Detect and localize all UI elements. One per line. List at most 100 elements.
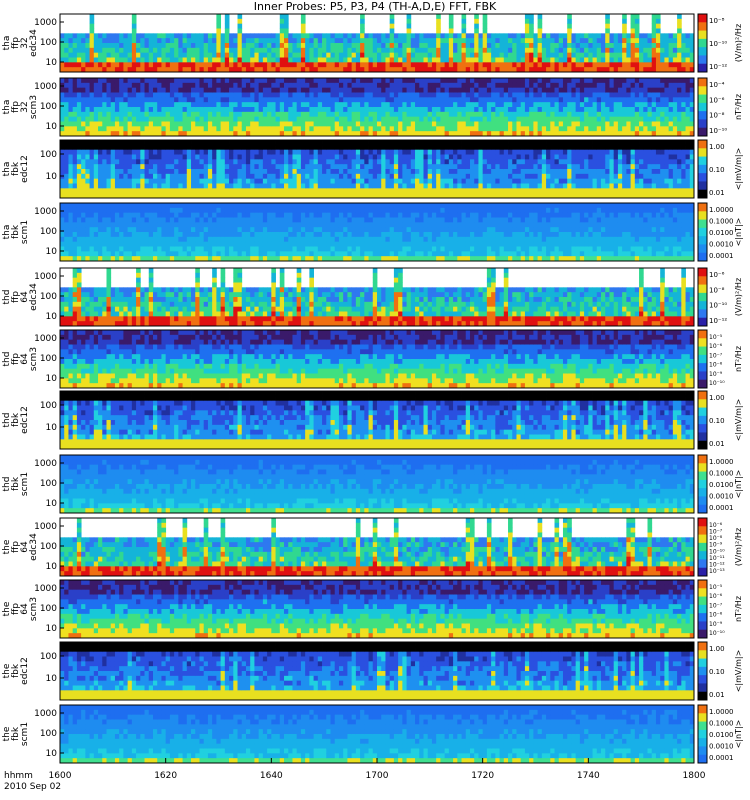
heatmap-cell [292,82,298,89]
heatmap-cell [444,188,450,194]
heatmap-cell [516,126,522,132]
heatmap-cell [157,173,162,180]
heatmap-cell [558,43,564,49]
heatmap-cell [419,183,424,189]
heatmap-cell [448,154,454,160]
heatmap-cell [520,131,526,137]
heatmap-cell [93,87,99,93]
heatmap-cell [288,92,293,98]
heatmap-cell [406,18,412,25]
heatmap-cell [292,43,298,49]
heatmap-cell [254,126,260,132]
heatmap-cell [495,144,500,151]
heatmap-cell [258,92,264,98]
heatmap-cell [448,107,454,113]
heatmap-cell [601,102,606,108]
heatmap-cell [237,67,243,73]
heatmap-cell [592,97,598,103]
heatmap-cell [229,121,234,127]
heatmap-cell [626,144,631,151]
y-axis-label: tha [2,100,12,115]
heatmap-cell [562,33,568,39]
heatmap-cell [267,62,272,68]
heatmap-cell [360,52,365,58]
heatmap-cell [191,159,196,165]
heatmap-cell [495,169,500,175]
heatmap-cell [275,193,281,199]
heatmap-cell [364,87,369,93]
heatmap-cell [351,149,357,155]
heatmap-cell [114,97,120,103]
heatmap-cell [630,23,636,29]
heatmap-cell [575,67,581,73]
heatmap-cell [169,164,175,170]
heatmap-cell [630,62,636,68]
heatmap-cell [630,140,636,146]
heatmap-cell [169,43,175,49]
heatmap-cell [110,159,116,165]
heatmap-cell [199,92,205,98]
heatmap-cell [672,131,678,137]
heatmap-cell [398,183,403,189]
heatmap-cell [546,67,551,73]
heatmap-cell [508,92,513,98]
heatmap-cell [165,52,171,58]
heatmap-cell [419,47,424,54]
heatmap-cell [457,102,462,108]
heatmap-cell [330,52,336,58]
heatmap-cell [689,107,695,113]
heatmap-cell [491,140,496,146]
heatmap-cell [224,62,230,68]
heatmap-cell [93,38,99,44]
heatmap-cell [592,193,598,199]
heatmap-cell [672,178,678,184]
heatmap-cell [478,154,484,160]
heatmap-cell [76,126,82,132]
heatmap-cell [64,140,69,146]
heatmap-cell [106,47,112,54]
heatmap-cell [119,149,124,155]
heatmap-cell [524,92,530,98]
heatmap-cell [241,188,247,194]
heatmap-cell [157,159,162,165]
heatmap-cell [275,188,281,194]
heatmap-cell [165,107,171,113]
heatmap-cell [440,164,446,170]
heatmap-cell [630,78,636,84]
heatmap-cell [220,164,226,170]
heatmap-cell [681,126,686,132]
heatmap-cell [351,87,357,93]
heatmap-cell [689,67,695,73]
heatmap-cell [262,169,268,175]
heatmap-cell [114,92,120,98]
heatmap-cell [634,188,640,194]
heatmap-cell [326,67,331,73]
heatmap-cell [655,52,661,58]
heatmap-cell [157,47,162,54]
heatmap-cell [617,111,623,118]
heatmap-cell [106,57,112,63]
heatmap-cell [355,67,361,73]
heatmap-cell [605,38,610,44]
heatmap-cell [127,126,133,132]
heatmap-cell [461,23,467,29]
heatmap-cell [427,111,433,118]
heatmap-cell [330,78,336,84]
heatmap-cell [245,149,251,155]
heatmap-cell [144,57,150,63]
heatmap-cell [410,33,416,39]
heatmap-cell [224,23,230,29]
heatmap-cell [478,38,484,44]
heatmap-cell [199,116,205,122]
heatmap-cell [326,82,331,89]
heatmap-cell [372,116,378,122]
heatmap-cell [571,52,577,58]
heatmap-cell [558,183,564,189]
heatmap-cell [296,121,302,127]
heatmap-cell [347,78,353,84]
heatmap-cell [486,92,492,98]
heatmap-cell [284,57,289,63]
heatmap-cell [81,67,86,73]
heatmap-cell [508,47,513,54]
heatmap-cell [114,52,120,58]
